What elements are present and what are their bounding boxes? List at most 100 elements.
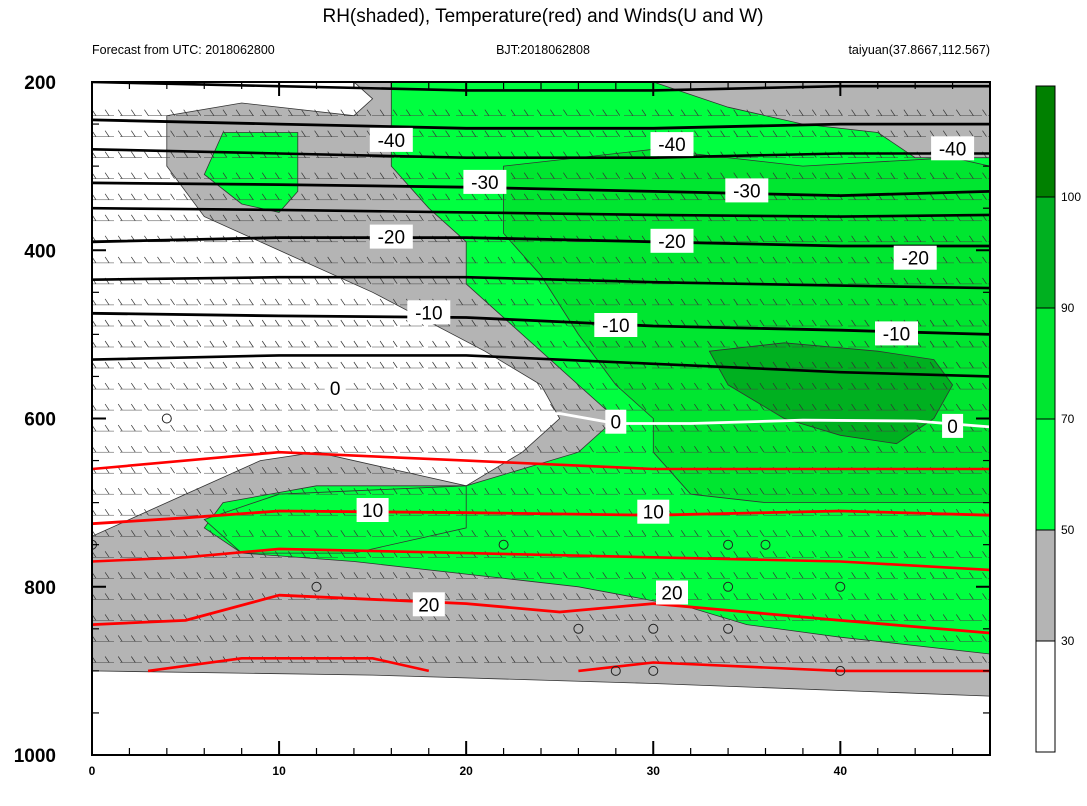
- wind-barb: [366, 467, 372, 474]
- wind-barb: [916, 403, 922, 411]
- wind-barb: [576, 488, 581, 495]
- wind-barb: [261, 635, 267, 642]
- wind-barb: [720, 656, 725, 663]
- wind-barb: [301, 424, 306, 432]
- contour-label: -40: [658, 135, 685, 156]
- wind-barb: [406, 172, 411, 179]
- wind-barb: [812, 172, 817, 179]
- wind-barb: [641, 382, 647, 390]
- wind-barb: [353, 424, 359, 432]
- wind-barb: [589, 298, 594, 306]
- wind-barb: [851, 256, 856, 264]
- wind-barb: [746, 382, 752, 390]
- wind-barb: [864, 382, 869, 390]
- wind-barb: [877, 277, 883, 285]
- wind-barb: [144, 403, 149, 411]
- wind-barb: [890, 277, 896, 285]
- wind-barb: [183, 446, 188, 453]
- wind-barb: [170, 340, 175, 348]
- wind-barb: [851, 403, 856, 411]
- y-tick-label: 1000: [14, 746, 56, 767]
- wind-barb: [327, 572, 332, 579]
- wind-barb: [406, 467, 411, 474]
- wind-barb: [196, 130, 202, 137]
- wind-barb: [484, 446, 490, 453]
- wind-barb: [275, 214, 280, 221]
- wind-barb: [235, 109, 241, 116]
- wind-barb: [222, 488, 228, 495]
- wind-barb: [510, 298, 516, 306]
- wind-barb: [707, 614, 712, 621]
- wind-barb: [301, 298, 306, 306]
- wind-barb: [327, 172, 332, 179]
- wind-barb: [497, 382, 503, 390]
- wind-barb: [183, 382, 188, 390]
- wind-barb: [825, 172, 830, 179]
- wind-barb: [903, 593, 909, 600]
- wind-barb: [667, 424, 673, 432]
- wind-barb: [497, 109, 503, 116]
- wind-barb: [982, 635, 987, 642]
- wind-barb: [497, 635, 503, 642]
- wind-barb: [576, 298, 581, 306]
- wind-barb: [929, 551, 935, 558]
- wind-barb: [471, 635, 477, 642]
- wind-barb: [104, 572, 110, 579]
- wind-barb: [563, 656, 568, 663]
- colorbar-box: [1035, 640, 1056, 753]
- wind-barb: [864, 530, 869, 537]
- wind-barb: [746, 319, 752, 327]
- wind-barb: [104, 635, 110, 642]
- wind-barb: [131, 509, 136, 516]
- wind-barb: [104, 530, 110, 537]
- wind-barb: [746, 656, 752, 663]
- wind-barb: [131, 130, 136, 137]
- wind-barb: [654, 530, 660, 537]
- wind-barb: [707, 403, 712, 411]
- wind-barb: [275, 340, 280, 348]
- wind-barb: [942, 635, 948, 642]
- contour-label: 20: [418, 595, 439, 616]
- wind-barb: [589, 130, 594, 137]
- wind-barb: [157, 361, 162, 369]
- wind-barb: [942, 298, 948, 306]
- wind-barb: [890, 656, 896, 663]
- wind-barb: [392, 446, 398, 453]
- wind-barb: [667, 572, 673, 579]
- wind-barb: [196, 382, 202, 390]
- wind-barb: [209, 361, 215, 369]
- wind-barb: [170, 467, 175, 474]
- wind-barb: [654, 382, 660, 390]
- wind-barb: [484, 593, 490, 600]
- wind-barb: [838, 446, 843, 453]
- wind-barb: [458, 340, 463, 348]
- isotherm-line--20: [92, 236, 990, 248]
- wind-barb: [366, 635, 372, 642]
- wind-barb: [969, 256, 974, 264]
- contour-label: -20: [658, 232, 685, 253]
- calm-wind-circle: [723, 539, 734, 550]
- wind-barb: [392, 614, 398, 621]
- wind-barb: [157, 467, 162, 474]
- wind-barb: [654, 488, 660, 495]
- wind-barb: [694, 424, 699, 432]
- wind-barb: [589, 214, 594, 221]
- wind-barb: [746, 446, 752, 453]
- wind-barb: [942, 488, 948, 495]
- wind-barb: [877, 593, 883, 600]
- wind-barb: [157, 614, 162, 621]
- contour-label-box: [650, 132, 694, 157]
- wind-barb: [667, 488, 673, 495]
- wind-barb: [838, 635, 843, 642]
- wind-barb: [445, 193, 450, 200]
- wind-barb: [602, 298, 607, 306]
- wind-barb: [484, 193, 490, 200]
- calm-wind-circle: [161, 413, 172, 424]
- wind-barb: [772, 361, 778, 369]
- wind-barb: [956, 551, 961, 558]
- wind-barb: [667, 298, 673, 306]
- wind-barb: [497, 446, 503, 453]
- wind-barb: [785, 256, 791, 264]
- wind-barb: [406, 446, 411, 453]
